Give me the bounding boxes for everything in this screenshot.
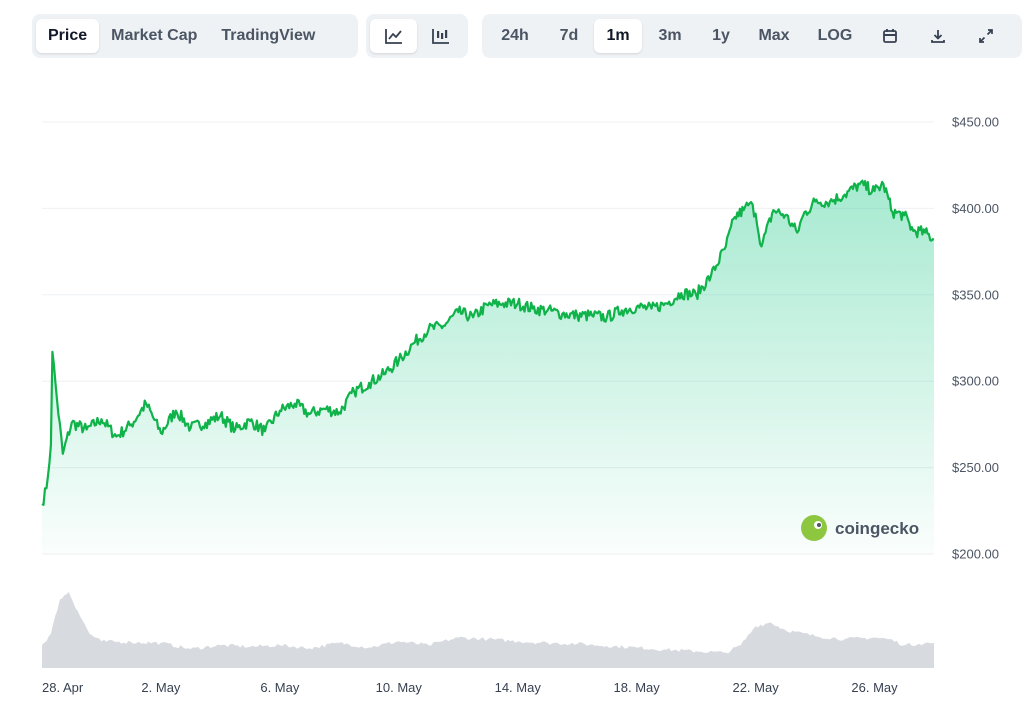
y-tick-label: $400.00 <box>952 201 999 216</box>
tab-tradingview[interactable]: TradingView <box>221 27 316 44</box>
candlestick-chart-icon[interactable] <box>417 19 464 53</box>
y-tick-label: $300.00 <box>952 374 999 389</box>
x-axis: 28. Apr 2. May 6. May 10. May 14. May 18. May… <box>42 680 898 695</box>
x-tick-label: 28. Apr <box>42 680 84 695</box>
range-1m[interactable]: 1m <box>594 19 642 53</box>
range-24h[interactable]: 24h <box>501 27 529 44</box>
range-1y[interactable]: 1y <box>712 27 730 44</box>
x-tick-label: 22. May <box>732 680 779 695</box>
coingecko-logo-icon <box>801 515 827 541</box>
y-tick-label: $450.00 <box>952 115 999 130</box>
calendar-icon[interactable] <box>866 19 914 53</box>
volume-area <box>42 592 934 668</box>
range-3m[interactable]: 3m <box>658 27 682 44</box>
price-chart[interactable]: $450.00 $400.00 $350.00 $300.00 $250.00 $200.… <box>0 70 1024 720</box>
fullscreen-icon[interactable] <box>962 19 1010 53</box>
tab-price[interactable]: Price <box>36 19 100 53</box>
coingecko-watermark: coingecko <box>801 515 919 541</box>
line-chart-icon[interactable] <box>370 19 417 53</box>
download-icon[interactable] <box>914 19 962 53</box>
x-tick-label: 26. May <box>851 680 898 695</box>
chart-type-toggle <box>366 14 468 58</box>
range-max[interactable]: Max <box>758 27 790 44</box>
x-tick-label: 18. May <box>614 680 661 695</box>
y-tick-label: $250.00 <box>952 460 999 475</box>
log-scale-toggle[interactable]: LOG <box>817 27 853 44</box>
range-toolbar: 24h 7d 1m 3m 1y Max LOG <box>482 14 1022 58</box>
x-tick-label: 6. May <box>260 680 300 695</box>
tab-market-cap[interactable]: Market Cap <box>111 27 198 44</box>
price-line <box>41 179 935 506</box>
x-tick-label: 2. May <box>141 680 181 695</box>
price-area <box>42 180 934 554</box>
y-axis: $450.00 $400.00 $350.00 $300.00 $250.00 $200.… <box>952 115 999 562</box>
metric-tabs: Price Market Cap TradingView <box>32 14 358 58</box>
y-tick-label: $350.00 <box>952 287 999 302</box>
x-tick-label: 10. May <box>376 680 423 695</box>
watermark-text: coingecko <box>835 519 919 538</box>
y-tick-label: $200.00 <box>952 547 999 562</box>
range-7d[interactable]: 7d <box>559 27 579 44</box>
x-tick-label: 14. May <box>495 680 542 695</box>
